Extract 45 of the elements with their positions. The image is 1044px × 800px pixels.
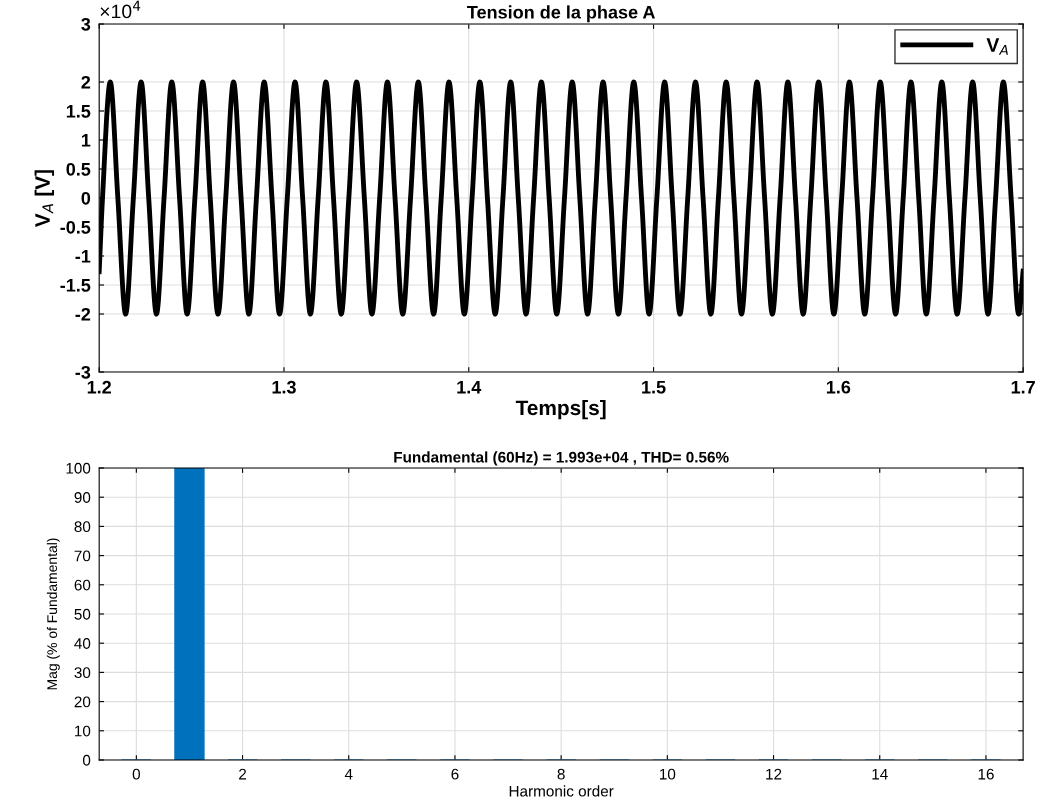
legend-label: V$_{A}$ xyxy=(986,38,1008,55)
y-tick-label: 10 xyxy=(75,725,91,737)
x-tick-label: 6 xyxy=(451,768,459,780)
x-tick-label: 1.3 xyxy=(272,380,296,394)
y-tick-label: 0.5 xyxy=(66,162,91,176)
y-tick-label: 2 xyxy=(81,75,91,89)
y-tick-label: 0 xyxy=(81,191,91,205)
chart-title: Tension de la phase A xyxy=(467,5,655,23)
y-tick-label: 20 xyxy=(74,696,91,708)
y-tick-label: 100 xyxy=(66,462,91,474)
y-tick-label: 3 xyxy=(81,17,91,31)
x-tick-label: 4 xyxy=(344,768,353,780)
x-tick-label: 12 xyxy=(766,768,782,780)
x-tick-label: 10 xyxy=(660,768,676,780)
y-tick-label: 1.5 xyxy=(66,105,91,118)
y-tick-label: 30 xyxy=(74,667,91,679)
y-tick-label: 60 xyxy=(74,579,91,591)
y-tick-label: -1.5 xyxy=(60,279,91,292)
x-tick-label: 1.7 xyxy=(1011,381,1035,394)
x-tick-label: 1.4 xyxy=(457,381,482,394)
x-tick-label: 1.2 xyxy=(87,380,112,394)
y-tick-label: -2 xyxy=(75,307,91,321)
x-tick-label: 2 xyxy=(239,768,247,780)
text: ×10$^{4}$ xyxy=(100,0,141,19)
y-axis-title: Mag (% of Fundamental) xyxy=(46,538,60,690)
x-axis-title: Temps[s] xyxy=(515,399,606,420)
x-tick-label: 1.5 xyxy=(642,381,666,394)
x-tick-label: 8 xyxy=(557,768,565,780)
y-tick-label: 50 xyxy=(74,608,91,620)
y-tick-label: 0 xyxy=(82,754,91,766)
y-tick-label: 40 xyxy=(74,638,91,649)
y-tick-label: 90 xyxy=(74,492,91,503)
y-tick-label: 1 xyxy=(81,134,91,147)
x-tick-label: 14 xyxy=(872,768,888,780)
y-tick-label: -1 xyxy=(75,250,91,263)
y-axis-title: V$_{A}$ [V] xyxy=(34,170,55,228)
y-tick-label: -0.5 xyxy=(60,220,91,234)
y-tick-label: 80 xyxy=(74,521,91,533)
chart-title: Fundamental (60Hz) = 1.993e+04 , THD= 0.56% xyxy=(394,451,729,466)
x-tick-label: 16 xyxy=(978,768,994,780)
y-tick-label: 70 xyxy=(74,550,91,562)
x-axis-title: Harmonic order xyxy=(509,785,614,797)
y-tick-label: -3 xyxy=(75,365,91,379)
x-tick-label: 0 xyxy=(132,768,140,780)
x-tick-label: 1.6 xyxy=(826,380,851,394)
